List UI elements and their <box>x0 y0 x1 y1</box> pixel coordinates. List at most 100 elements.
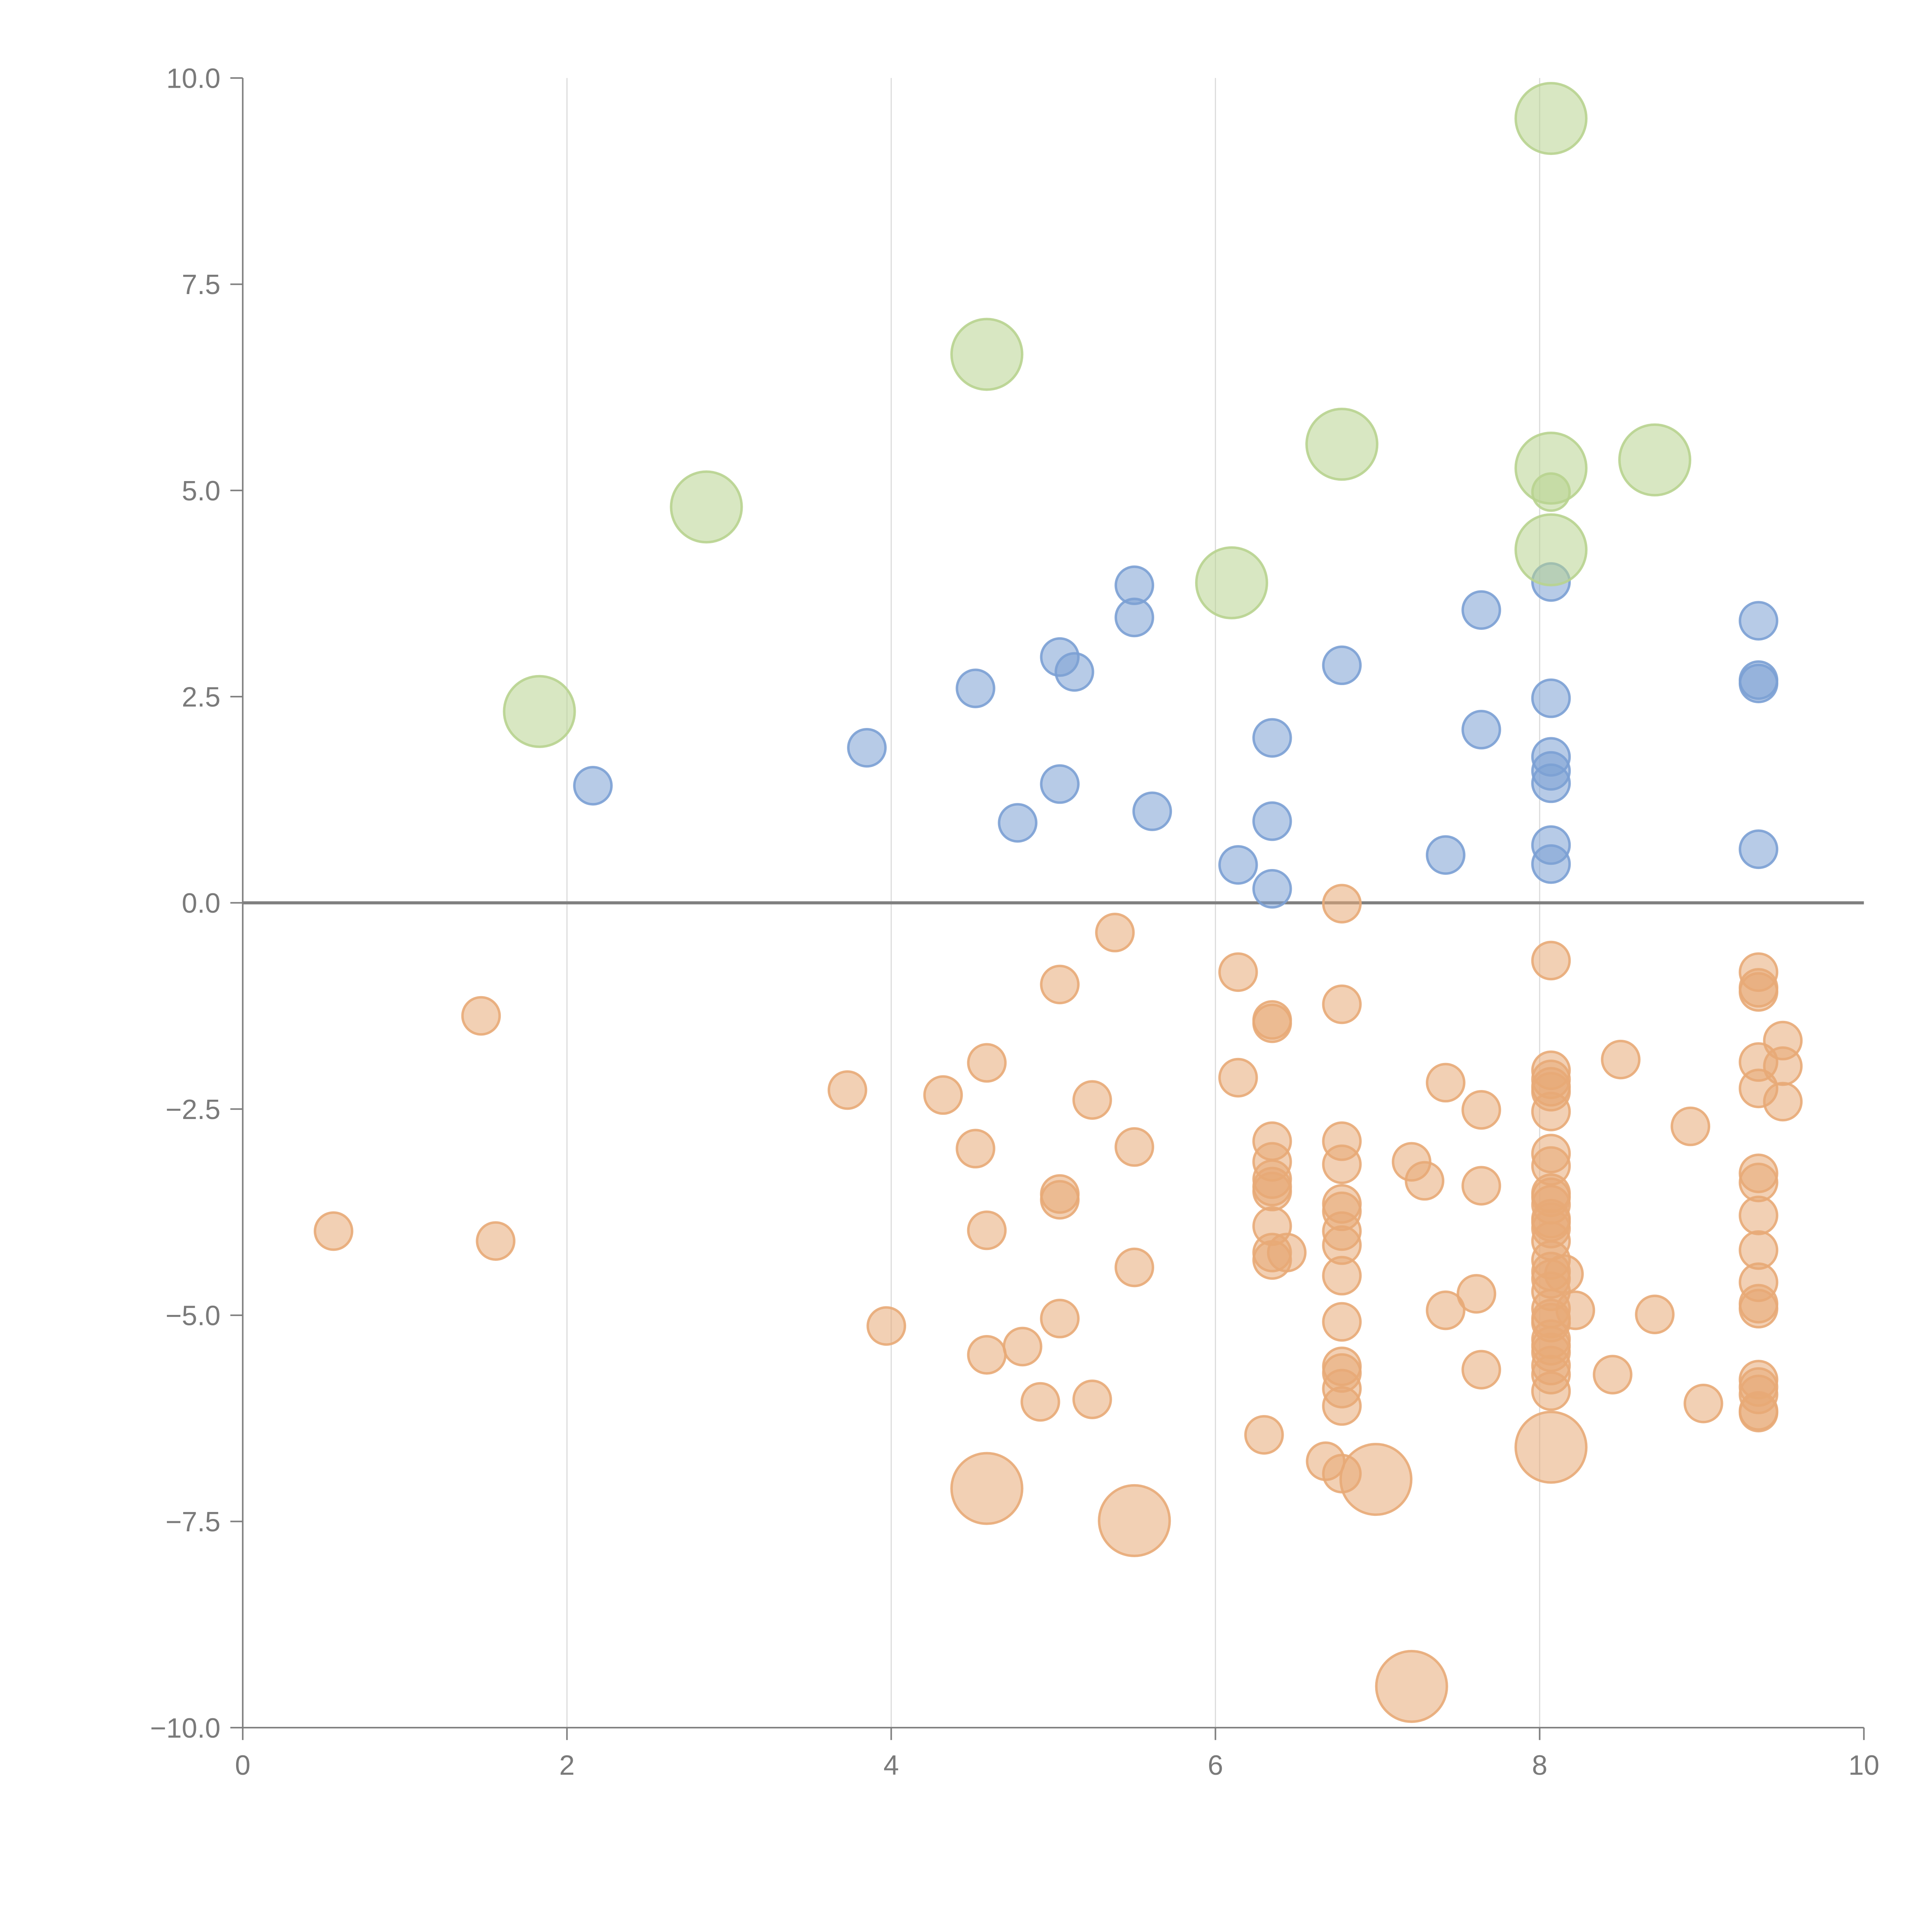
data-point-orange <box>313 1211 354 1251</box>
data-point-orange <box>1670 1106 1711 1146</box>
data-point-orange <box>1738 1162 1779 1202</box>
data-point-orange <box>1425 1290 1466 1330</box>
data-point-orange <box>1405 1161 1445 1201</box>
data-point-orange <box>1114 1127 1155 1167</box>
data-point-orange <box>1322 984 1362 1024</box>
data-point-orange <box>1425 1063 1466 1103</box>
data-point-orange <box>476 1221 515 1261</box>
data-point-blue <box>1322 645 1362 685</box>
x-tick-label: 4 <box>883 1750 899 1781</box>
data-point-blue <box>1040 764 1080 804</box>
data-point-orange <box>1531 940 1571 981</box>
y-tick-label: 5.0 <box>182 476 220 507</box>
data-point-blue <box>998 803 1037 843</box>
data-point-orange <box>1244 1415 1284 1455</box>
data-point-orange <box>1072 1080 1112 1120</box>
data-point-orange <box>827 1070 867 1110</box>
data-point-orange <box>1020 1382 1060 1422</box>
data-point-orange <box>1601 1039 1641 1080</box>
data-point-green <box>1195 546 1269 619</box>
data-point-orange <box>1738 1393 1779 1433</box>
x-tick-label: 6 <box>1208 1750 1223 1781</box>
data-point-orange <box>1322 1256 1362 1296</box>
data-point-orange-large <box>1375 1650 1448 1723</box>
data-point-orange <box>1040 1180 1080 1220</box>
data-point-orange <box>1267 1233 1307 1272</box>
data-point-orange <box>1738 1196 1779 1235</box>
data-point-orange <box>923 1075 963 1115</box>
data-point-green <box>1514 513 1588 587</box>
data-point-orange-large <box>1098 1484 1171 1557</box>
data-point-orange <box>461 996 501 1036</box>
data-point-blue <box>1252 801 1292 841</box>
data-point-green-small <box>1531 472 1571 512</box>
data-point-orange <box>1218 1058 1258 1098</box>
data-point-orange <box>1322 1386 1362 1426</box>
data-point-orange <box>1544 1254 1584 1294</box>
data-point-orange <box>1040 1299 1080 1338</box>
x-tick-label: 10 <box>1849 1750 1879 1781</box>
y-tick-label: 10.0 <box>166 63 220 94</box>
y-tick-label: −7.5 <box>165 1507 220 1537</box>
data-point-blue <box>1425 835 1466 875</box>
data-point-orange <box>967 1043 1007 1083</box>
data-point-blue <box>1531 678 1571 718</box>
data-point-green <box>1305 408 1379 481</box>
data-point-blue <box>573 766 613 806</box>
data-point-orange <box>1218 952 1258 992</box>
data-point-orange <box>1002 1327 1043 1367</box>
data-point-orange <box>1322 884 1362 923</box>
y-tick-label: 7.5 <box>182 269 220 300</box>
data-point-blue <box>1461 709 1501 750</box>
data-point-blue <box>1252 869 1292 909</box>
data-point-orange-large <box>1339 1443 1413 1516</box>
data-point-blue <box>1738 601 1779 641</box>
data-point-orange <box>1763 1046 1803 1086</box>
data-point-blue <box>1531 844 1571 884</box>
y-tick-label: 0.0 <box>182 888 220 919</box>
data-point-orange <box>1531 1092 1571 1131</box>
data-point-blue <box>956 668 995 708</box>
data-point-green <box>1618 423 1692 497</box>
data-point-blue <box>1461 590 1501 630</box>
data-point-orange <box>866 1306 906 1346</box>
data-point-orange-large <box>1514 1410 1588 1484</box>
data-point-orange <box>1593 1355 1633 1395</box>
data-point-blue <box>847 728 887 768</box>
data-point-orange <box>1635 1294 1675 1334</box>
axes: 0 2 4 6 8 10 10.0 7.5 5.0 2.5 0.0 −2.5 −5.0 −7.5 −10.0 <box>150 63 1879 1781</box>
data-point-blue <box>1738 829 1779 869</box>
data-point-blue <box>1218 845 1258 885</box>
data-point-blue <box>1738 663 1779 704</box>
data-point-orange <box>967 1210 1007 1250</box>
data-point-orange <box>1461 1090 1501 1130</box>
data-point-orange <box>1456 1274 1497 1314</box>
data-point-orange <box>1461 1166 1501 1206</box>
data-point-orange <box>1738 1289 1779 1329</box>
data-point-orange <box>1072 1379 1112 1419</box>
data-point-blue <box>1114 597 1155 638</box>
data-point-blue <box>1531 763 1571 803</box>
data-point-orange <box>1555 1290 1595 1330</box>
data-point-blue <box>1132 791 1172 831</box>
data-point-orange <box>1763 1082 1803 1122</box>
data-point-green <box>950 318 1024 391</box>
data-point-blue <box>1252 718 1292 758</box>
data-points <box>313 82 1803 1723</box>
data-point-orange-large <box>950 1452 1024 1525</box>
data-point-orange <box>1684 1383 1723 1423</box>
data-point-orange <box>1114 1247 1155 1287</box>
data-point-orange <box>1461 1350 1501 1390</box>
data-point-orange <box>1040 964 1080 1005</box>
x-tick-label: 8 <box>1532 1750 1548 1781</box>
y-tick-label: −5.0 <box>165 1300 220 1331</box>
data-point-orange <box>1738 972 1779 1012</box>
data-point-green <box>670 470 743 544</box>
data-point-orange <box>1322 1302 1362 1342</box>
y-tick-label: −10.0 <box>150 1713 220 1744</box>
data-point-orange <box>956 1129 995 1168</box>
data-point-orange <box>1252 1172 1292 1211</box>
data-point-orange <box>1095 913 1135 952</box>
